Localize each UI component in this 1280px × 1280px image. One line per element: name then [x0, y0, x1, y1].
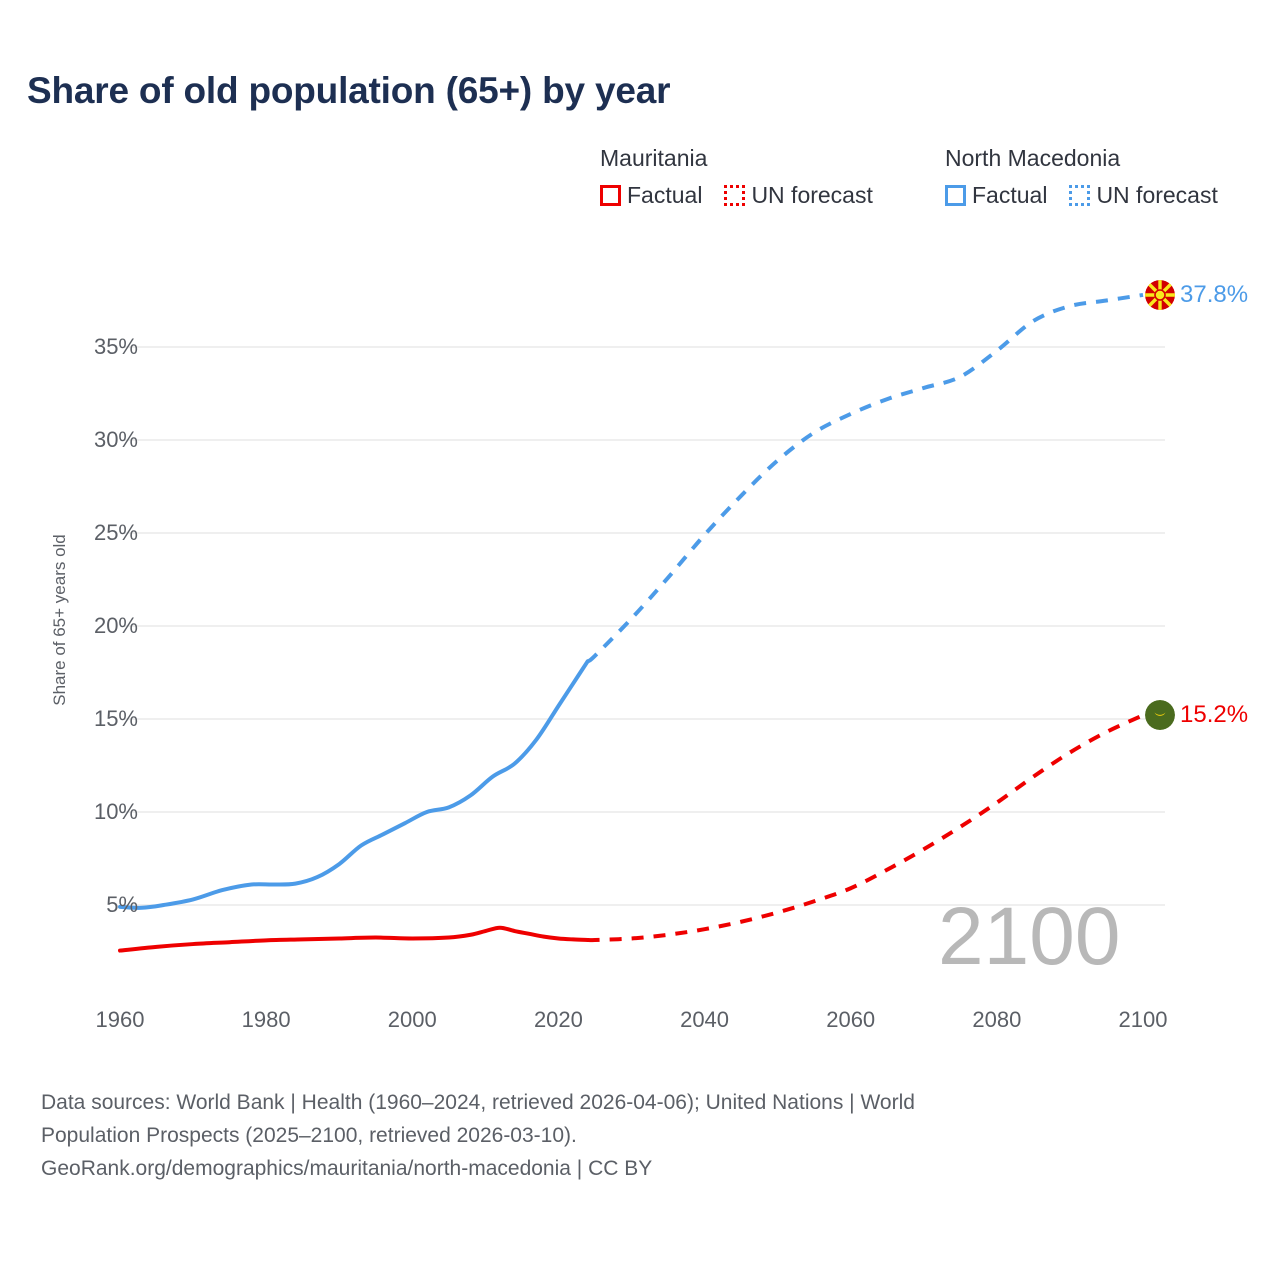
page-title: Share of old population (65+) by year: [27, 70, 671, 111]
x-axis-tick-label: 2000: [387, 1007, 437, 1032]
x-axis-tick-label: 1960: [95, 1007, 145, 1032]
footer-line-3: GeoRank.org/demographics/mauritania/nort…: [41, 1157, 653, 1180]
x-axis-tick-label: 2020: [533, 1007, 583, 1032]
x-axis-tick-label: 2080: [972, 1007, 1022, 1032]
legend-entries: Factual UN forecast: [945, 182, 1218, 209]
series-forecast-line: [587, 713, 1144, 943]
flag-icon-north-macedonia: [1145, 279, 1175, 310]
legend-entry-forecast[interactable]: UN forecast: [1069, 182, 1218, 209]
y-axis-tick-label: 10%: [93, 799, 138, 824]
y-axis-tick-label: 30%: [93, 427, 138, 452]
x-axis-tick-label: 2060: [826, 1007, 876, 1032]
x-axis-tick-label: 2040: [680, 1007, 730, 1032]
flag-icon-mauritania: [1145, 700, 1175, 731]
legend-country-name: Mauritania: [600, 145, 708, 171]
x-axis-tick-label: 1980: [241, 1007, 291, 1032]
legend-entry-label: Factual: [972, 182, 1048, 208]
series-forecast-line: [586, 292, 1144, 664]
legend-entry-label: UN forecast: [1096, 182, 1218, 208]
legend-swatch-solid-icon: [945, 185, 966, 206]
legend-swatch-solid-icon: [600, 185, 621, 206]
year-watermark: 2100: [938, 891, 1121, 982]
series-end-value-label: 15.2%: [1180, 701, 1249, 729]
chart-legend: Mauritania Factual UN forecast North Mac…: [600, 143, 1260, 223]
legend-entry-forecast[interactable]: UN forecast: [724, 182, 873, 209]
legend-entry-label: Factual: [627, 182, 703, 208]
legend-entry-factual[interactable]: Factual: [600, 182, 702, 209]
y-axis-tick-label: 25%: [93, 520, 138, 545]
legend-swatch-dotted-icon: [1069, 185, 1091, 206]
series-factual-line: [118, 659, 590, 910]
legend-group-mauritania: Mauritania Factual UN forecast: [600, 143, 873, 209]
y-axis-tick-label: 15%: [93, 706, 138, 731]
legend-swatch-dotted-icon: [724, 185, 746, 206]
x-axis-tick-label: 2100: [1118, 1007, 1168, 1032]
footer-sources: Data sources: World Bank | Health (1960–…: [41, 1086, 1201, 1185]
y-axis-tick-label: 5%: [106, 892, 138, 917]
legend-entry-label: UN forecast: [751, 182, 873, 208]
series-factual-line: [118, 925, 590, 953]
legend-entries: Factual UN forecast: [600, 182, 873, 209]
series-end-value-label: 37.8%: [1180, 280, 1249, 308]
legend-group-north-macedonia: North Macedonia Factual UN forecast: [945, 143, 1218, 209]
footer-line-2: Population Prospects (2025–2100, retriev…: [41, 1124, 577, 1147]
y-axis-tick-label: 35%: [93, 334, 138, 359]
footer-line-1: Data sources: World Bank | Health (1960–…: [41, 1091, 915, 1114]
y-axis-tick-label: 20%: [93, 613, 138, 638]
legend-country-name: North Macedonia: [945, 145, 1121, 171]
legend-entry-factual[interactable]: Factual: [945, 182, 1047, 209]
